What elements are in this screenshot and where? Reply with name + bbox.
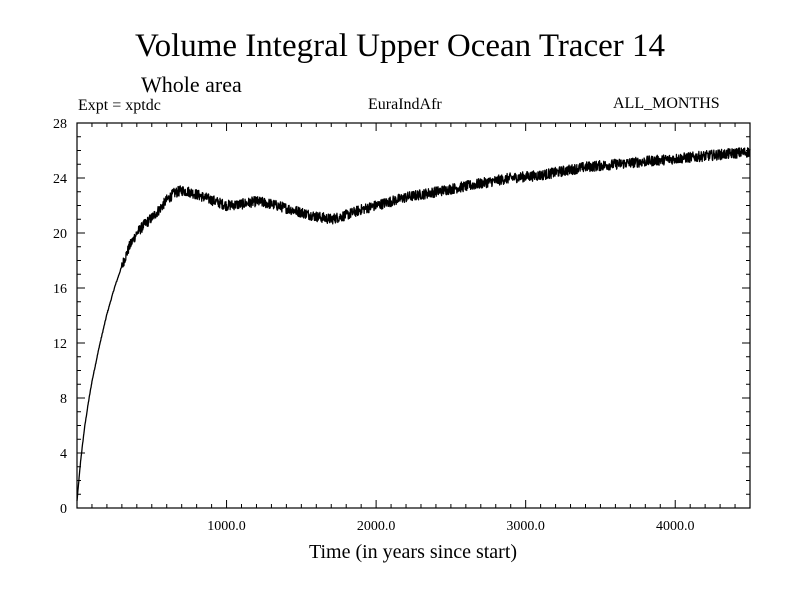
plot-frame: [76, 122, 751, 509]
x-tick-labels: 1000.0 2000.0 3000.0 4000.0: [207, 519, 694, 534]
y-tick-label: 24: [53, 172, 67, 187]
y-tick-label: 4: [60, 447, 67, 462]
chart-title: Volume Integral Upper Ocean Tracer 14: [135, 28, 665, 64]
y-tick-label: 20: [53, 227, 67, 242]
experiment-label: Expt = xptdc: [78, 97, 161, 114]
axis-ticks: [77, 122, 750, 509]
x-tick-label: 4000.0: [656, 519, 695, 534]
chart-subtitle: Whole area: [141, 72, 242, 97]
y-tick-label: 28: [53, 117, 67, 132]
x-axis-label: Time (in years since start): [309, 541, 517, 563]
x-tick-label: 2000.0: [357, 519, 396, 534]
x-tick-label: 1000.0: [207, 519, 246, 534]
series-line: [76, 147, 751, 501]
x-tick-label: 3000.0: [506, 519, 545, 534]
y-tick-label: 16: [53, 282, 67, 297]
months-label: ALL_MONTHS: [613, 95, 720, 112]
y-tick-labels: 0 4 8 12 16 20 24 28: [53, 117, 67, 517]
y-tick-label: 0: [60, 502, 67, 517]
region-label: EuraIndAfr: [368, 96, 442, 113]
y-tick-label: 8: [60, 392, 67, 407]
y-tick-label: 12: [53, 337, 67, 352]
